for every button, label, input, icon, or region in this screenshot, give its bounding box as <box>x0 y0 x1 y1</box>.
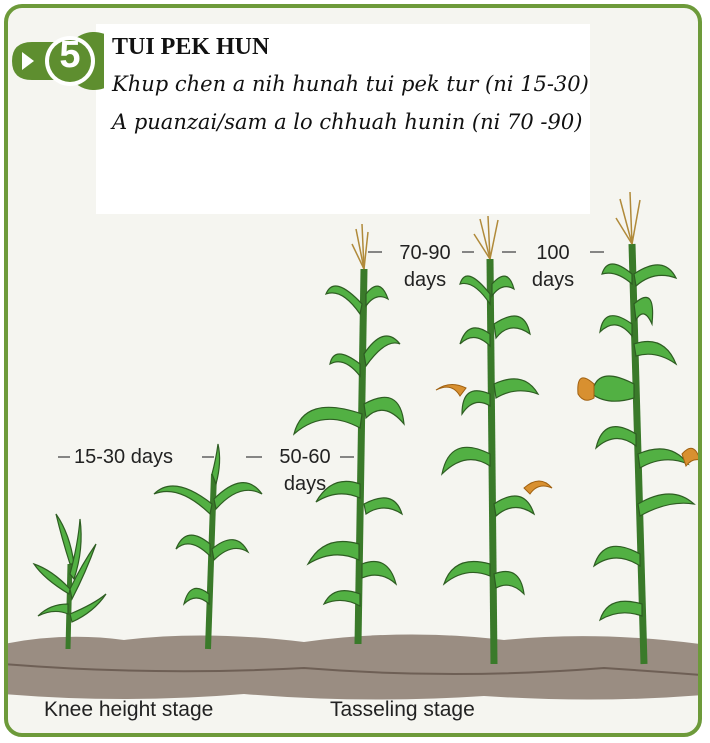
label-15-30-days: 15-30 days <box>74 446 173 468</box>
step-number: 5 <box>59 34 81 76</box>
subtitle-line-1: Khup chen a nih hunah tui pek tur (ni 15… <box>112 72 589 96</box>
stage-knee-height: Knee height stage <box>44 698 214 721</box>
card-frame: 5 TUI PEK HUN Khup chen a nih hunah tui … <box>4 4 702 737</box>
tassel-50-60 <box>351 223 369 270</box>
play-arrow-icon <box>22 52 34 70</box>
plant-100-days <box>591 243 696 665</box>
plant-70-90-days <box>441 258 540 665</box>
stage-tasseling: Tasseling stage <box>330 698 475 721</box>
plant-50-60-days <box>292 268 405 645</box>
tassel-100 <box>615 191 641 245</box>
title-panel <box>96 24 590 214</box>
label-70-90-days: 70-90 days <box>399 242 451 291</box>
label-100-days: 100 days <box>531 242 575 291</box>
label-ticks <box>58 251 604 458</box>
label-50-60-days: 50-60 days <box>279 446 331 495</box>
page-title: TUI PEK HUN <box>112 34 270 60</box>
plant-knee-height <box>153 443 263 650</box>
tassel-70-90 <box>473 215 499 260</box>
cob-silk-100 <box>577 377 698 468</box>
step-badge <box>12 32 104 90</box>
cob-silk-70-90 <box>435 384 553 495</box>
maize-growth-illustration <box>8 191 698 700</box>
soil-strip <box>8 634 698 700</box>
plant-seedling <box>32 513 107 650</box>
subtitle-line-2: A puanzai/sam a lo chhuah hunin (ni 70 -… <box>112 110 583 134</box>
